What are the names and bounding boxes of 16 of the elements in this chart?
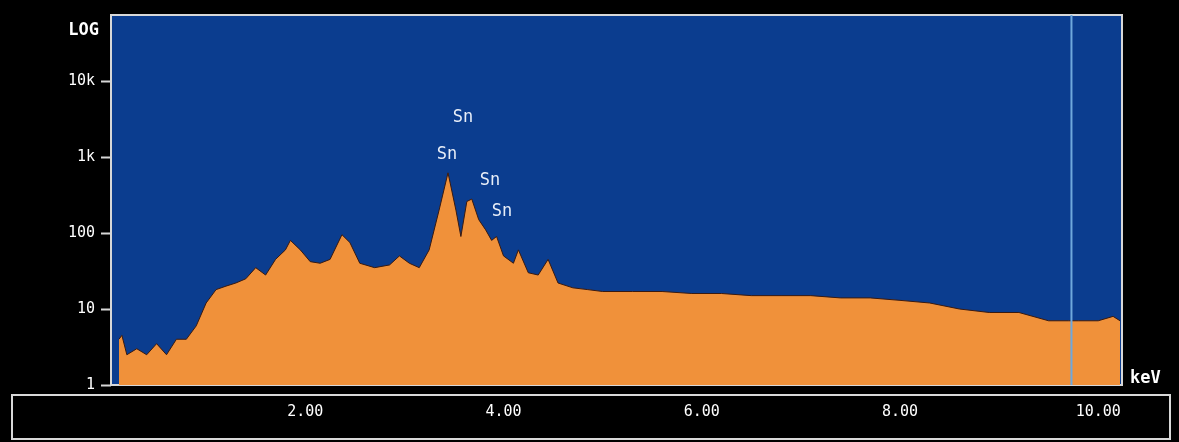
- annotation: Sn: [479, 169, 501, 190]
- annotation: Sn: [436, 143, 458, 164]
- annotation: Sn: [491, 200, 513, 221]
- y-tick-label: 10: [76, 298, 95, 317]
- y-tick-label: 1k: [76, 146, 95, 165]
- x-tick-label: 4.00: [485, 401, 522, 420]
- x-tick-label: 8.00: [881, 401, 919, 420]
- y-tick-label: 1: [85, 374, 95, 393]
- x-tick-label: 10.00: [1075, 401, 1121, 420]
- x-tick-label: 6.00: [683, 401, 720, 420]
- y-tick-label: 10k: [67, 70, 95, 89]
- x-axis-title: keV: [1130, 366, 1161, 387]
- x-tick-label: 2.00: [287, 401, 324, 420]
- annotation: Sn: [452, 106, 474, 127]
- y-axis-title: LOG: [68, 19, 99, 40]
- y-tick-label: 100: [67, 222, 95, 241]
